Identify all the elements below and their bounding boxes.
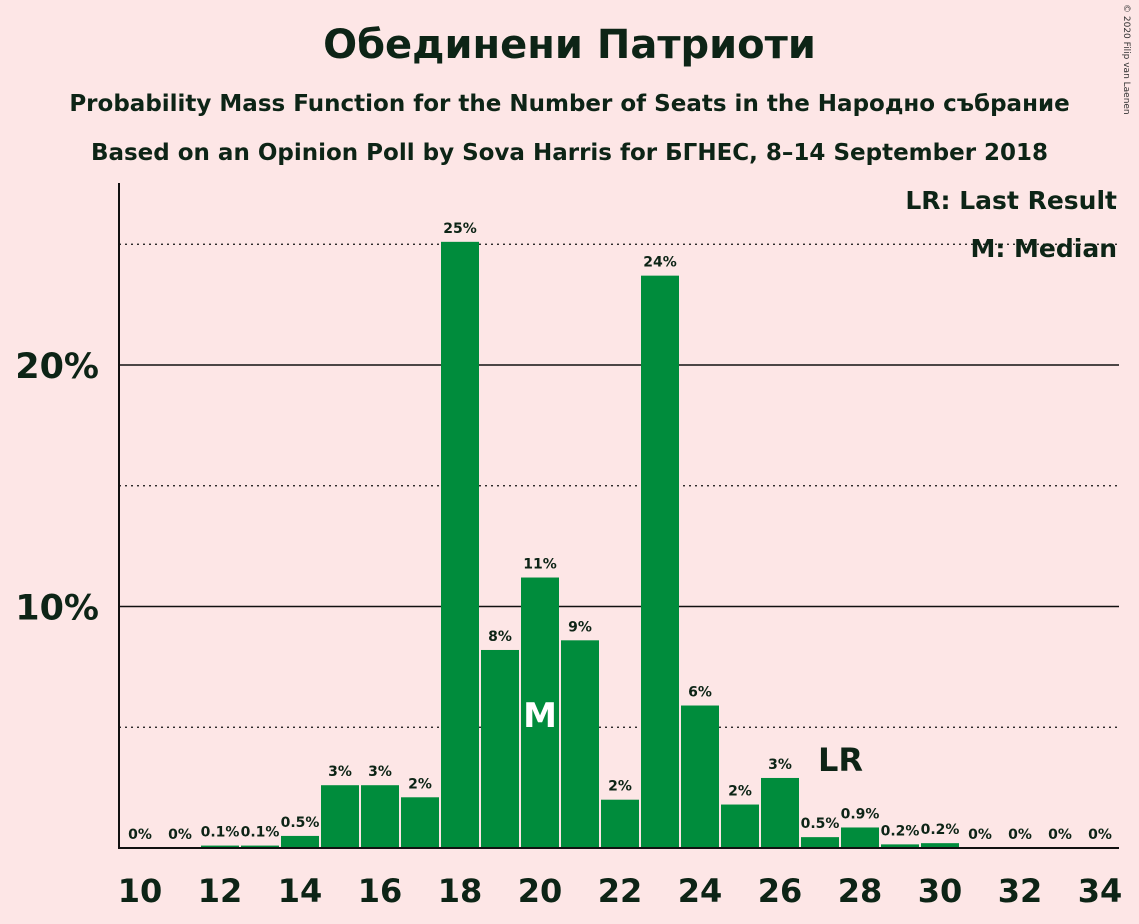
x-tick-label: 20 — [518, 872, 563, 910]
bar-21 — [561, 640, 599, 848]
data-label-29: 0.2% — [881, 823, 920, 839]
last-result-marker: LR — [818, 741, 863, 779]
data-label-15: 3% — [328, 764, 352, 780]
bar-16 — [361, 785, 399, 848]
data-label-34: 0% — [1088, 827, 1112, 843]
chart-subtitle: Probability Mass Function for the Number… — [69, 91, 1070, 117]
data-label-11: 0% — [168, 827, 192, 843]
bar-12 — [201, 845, 239, 848]
data-label-16: 3% — [368, 764, 392, 780]
y-tick-label: 10% — [15, 589, 99, 629]
data-label-33: 0% — [1048, 827, 1072, 843]
bar-27 — [801, 837, 839, 848]
legend-entry: M: Median — [970, 234, 1117, 263]
data-label-21: 9% — [568, 619, 592, 635]
data-label-12: 0.1% — [201, 825, 240, 841]
data-label-32: 0% — [1008, 827, 1032, 843]
data-label-22: 2% — [608, 779, 632, 795]
bar-28 — [841, 827, 879, 848]
bar-15 — [321, 785, 359, 848]
median-marker: M — [523, 696, 557, 736]
data-label-19: 8% — [488, 629, 512, 645]
bar-18 — [441, 241, 479, 848]
x-tick-label: 32 — [998, 872, 1043, 910]
data-label-18: 25% — [443, 221, 477, 237]
bar-26 — [761, 777, 799, 848]
x-tick-label: 34 — [1078, 872, 1123, 910]
data-label-10: 0% — [128, 827, 152, 843]
data-label-20: 11% — [523, 557, 557, 573]
data-label-27: 0.5% — [801, 816, 840, 832]
x-tick-label: 30 — [918, 872, 963, 910]
data-label-26: 3% — [768, 757, 792, 773]
bar-14 — [281, 835, 319, 848]
data-label-23: 24% — [643, 255, 677, 271]
x-tick-label: 24 — [678, 872, 723, 910]
data-label-17: 2% — [408, 776, 432, 792]
bar-19 — [481, 649, 519, 848]
x-tick-label: 14 — [278, 872, 323, 910]
bar-25 — [721, 804, 759, 848]
data-label-25: 2% — [728, 784, 752, 800]
x-tick-label: 26 — [758, 872, 803, 910]
data-label-14: 0.5% — [281, 815, 320, 831]
bar-30 — [921, 843, 959, 848]
x-tick-label: 28 — [838, 872, 883, 910]
x-tick-label: 18 — [438, 872, 483, 910]
bar-24 — [681, 705, 719, 848]
bar-20 — [521, 577, 559, 848]
bar-29 — [881, 844, 919, 848]
data-label-28: 0.9% — [841, 806, 880, 822]
data-label-30: 0.2% — [921, 822, 960, 838]
chart-source: Based on an Opinion Poll by Sova Harris … — [90, 140, 1049, 166]
bar-22 — [601, 799, 639, 848]
bar-23 — [641, 275, 679, 848]
y-tick-label: 20% — [15, 347, 99, 387]
legend-entry: LR: Last Result — [905, 186, 1117, 215]
data-label-13: 0.1% — [241, 825, 280, 841]
x-tick-label: 16 — [358, 872, 403, 910]
x-tick-label: 12 — [198, 872, 243, 910]
bar-17 — [401, 797, 439, 848]
x-tick-label: 10 — [118, 872, 163, 910]
bar-13 — [241, 845, 279, 848]
data-label-24: 6% — [688, 685, 712, 701]
x-tick-label: 22 — [598, 872, 643, 910]
chart-title: Обединени Патриоти — [323, 22, 816, 68]
data-label-31: 0% — [968, 827, 992, 843]
